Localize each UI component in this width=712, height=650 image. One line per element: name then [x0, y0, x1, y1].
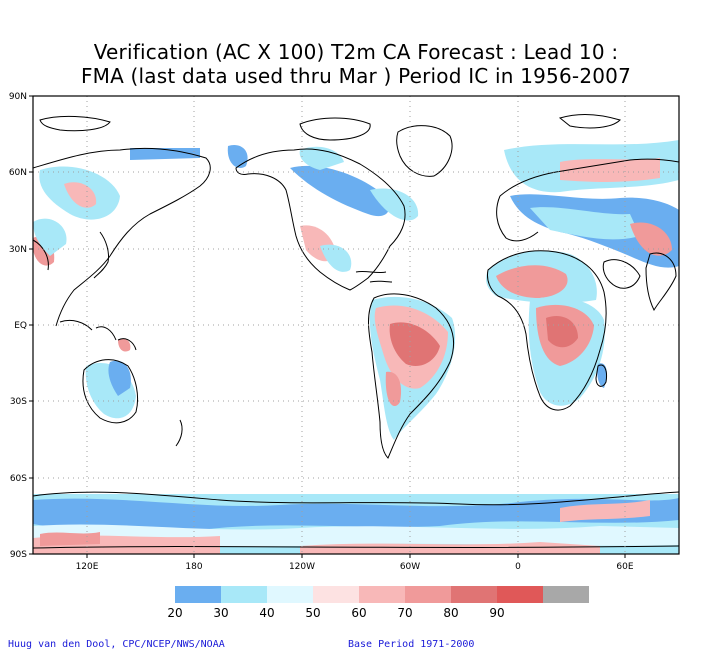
legend-swatch — [497, 586, 543, 603]
lon-label-120e: 120E — [76, 562, 99, 572]
legend-swatch — [313, 586, 359, 603]
base-period-note: Base Period 1971-2000 — [348, 639, 475, 650]
lat-label-30s: 30S — [10, 397, 27, 407]
map-title-line-1: Verification (AC X 100) T2m CA Forecast … — [93, 40, 619, 64]
legend-swatch — [267, 586, 313, 603]
coastlines — [33, 113, 679, 549]
legend-swatch — [359, 586, 405, 603]
author-credit: Huug van den Dool, CPC/NCEP/NWS/NOAA — [8, 639, 225, 650]
legend-label: 60 — [351, 606, 366, 620]
legend-label: 70 — [397, 606, 412, 620]
legend-swatch — [221, 586, 267, 603]
lon-label-180: 180 — [185, 562, 202, 572]
legend-label: 20 — [167, 606, 182, 620]
legend-swatch — [451, 586, 497, 603]
lon-label-120w: 120W — [289, 562, 315, 572]
legend-swatch — [175, 586, 221, 603]
lat-label-90n: 90N — [9, 92, 27, 102]
lon-label-60e: 60E — [616, 562, 633, 572]
lat-label-90s: 90S — [10, 550, 27, 560]
lon-label-60w: 60W — [400, 562, 420, 572]
legend-label: 50 — [305, 606, 320, 620]
lon-ticks — [86, 554, 626, 558]
lat-label-eq: EQ — [14, 321, 27, 331]
lat-label-60s: 60S — [10, 474, 27, 484]
legend-label: 90 — [489, 606, 504, 620]
legend-swatch — [405, 586, 451, 603]
map-title-line-2: FMA (last data used thru Mar ) Period IC… — [80, 64, 632, 88]
shading-layer — [33, 140, 679, 554]
legend-label: 30 — [213, 606, 228, 620]
color-legend: 20 30 40 50 60 70 80 90 — [167, 586, 589, 620]
lat-label-30n: 30N — [9, 245, 27, 255]
legend-label: 80 — [443, 606, 458, 620]
legend-swatch — [543, 586, 589, 603]
lon-label-0: 0 — [515, 562, 521, 572]
lat-ticks — [29, 95, 33, 555]
legend-label: 40 — [259, 606, 274, 620]
lat-label-60n: 60N — [9, 168, 27, 178]
